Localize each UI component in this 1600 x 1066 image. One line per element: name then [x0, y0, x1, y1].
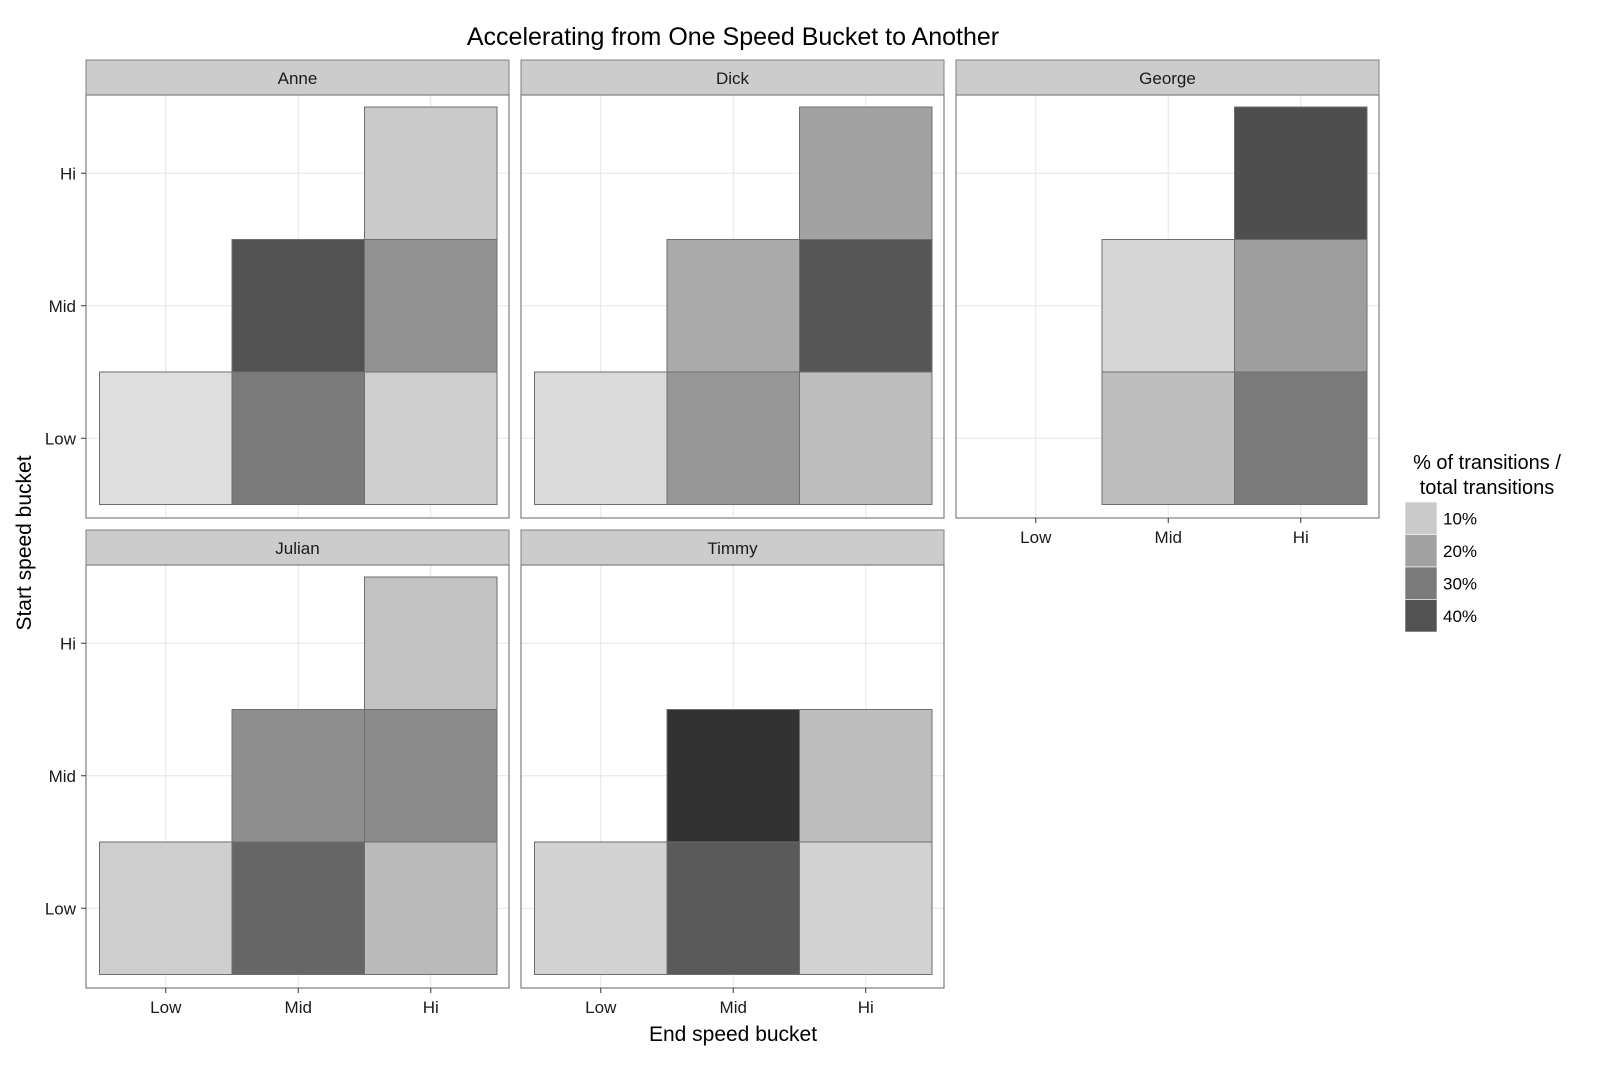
legend-key-30 — [1404, 566, 1438, 600]
legend-key-10 — [1404, 501, 1438, 535]
panel-border — [85, 94, 510, 519]
tile-low-to-mid — [666, 841, 800, 975]
tile-mid-to-mid — [231, 239, 365, 373]
x-axis-ticks: Low Mid Hi Low Mid Hi Low Mid Hi — [150, 518, 1309, 1017]
y-axis-title: Start speed bucket — [13, 455, 36, 630]
facet-strip — [520, 529, 945, 566]
tile-hi-to-hi — [1234, 106, 1368, 240]
x-tick-label-mid: Mid — [285, 998, 312, 1017]
facet-label: Dick — [716, 69, 750, 88]
tile-low-to-mid — [1101, 371, 1235, 505]
facet-label: George — [1139, 69, 1196, 88]
tile-low-to-hi — [1234, 371, 1368, 505]
legend-key-20 — [1404, 534, 1438, 568]
tile-mid-to-mid — [1101, 239, 1235, 373]
y-tick-label-low: Low — [45, 899, 77, 918]
y-tick-label-hi: Hi — [60, 634, 76, 653]
legend-label-20: 20% — [1443, 542, 1477, 561]
facet-anne: Anne Low Mid Hi — [45, 59, 510, 519]
legend-label-30: 30% — [1443, 574, 1477, 593]
tile-low-to-hi — [799, 841, 933, 975]
tile-mid-to-hi — [364, 239, 498, 373]
y-tick-label-low: Low — [45, 429, 77, 448]
facet-dick: Dick — [520, 59, 945, 519]
y-tick-label-mid: Mid — [49, 297, 76, 316]
chart-title: Accelerating from One Speed Bucket to An… — [467, 23, 999, 51]
legend: % of transitions / total transitions 10%… — [1404, 452, 1561, 633]
tile-low-to-hi — [364, 371, 498, 505]
tile-low-to-low — [99, 841, 233, 975]
legend-title-line-2: total transitions — [1420, 477, 1555, 499]
panel-border — [955, 94, 1380, 519]
tile-low-to-low — [534, 841, 668, 975]
x-tick-label-low: Low — [585, 998, 617, 1017]
facet-panels: Anne Low Mid Hi Dick George Julian Low Mid Hi Timm… — [45, 59, 1380, 989]
x-tick-label-low: Low — [150, 998, 182, 1017]
tile-mid-to-mid — [666, 239, 800, 373]
facet-strip — [85, 529, 510, 566]
legend-title-line-1: % of transitions / — [1413, 452, 1561, 474]
tile-low-to-low — [99, 371, 233, 505]
tile-hi-to-hi — [364, 106, 498, 240]
facet-label: Julian — [275, 539, 319, 558]
x-tick-label-hi: Hi — [1293, 528, 1309, 547]
legend-key-40 — [1404, 599, 1438, 633]
tile-hi-to-hi — [364, 576, 498, 710]
tile-low-to-mid — [231, 841, 365, 975]
tile-mid-to-mid — [231, 709, 365, 843]
panel-border — [520, 94, 945, 519]
facet-label: Timmy — [707, 539, 758, 558]
legend-keys: 10% 20% 30% 40% — [1404, 501, 1477, 633]
y-tick-label-hi: Hi — [60, 164, 76, 183]
facet-julian: Julian Low Mid Hi — [45, 529, 510, 989]
x-tick-label-hi: Hi — [423, 998, 439, 1017]
x-tick-label-hi: Hi — [858, 998, 874, 1017]
x-tick-label-mid: Mid — [1155, 528, 1182, 547]
tile-low-to-mid — [666, 371, 800, 505]
legend-label-40: 40% — [1443, 607, 1477, 626]
legend-label-10: 10% — [1443, 509, 1477, 528]
x-axis-title: End speed bucket — [649, 1023, 817, 1046]
tile-mid-to-hi — [364, 709, 498, 843]
facet-label: Anne — [278, 69, 318, 88]
panel-border — [85, 564, 510, 989]
tile-mid-to-hi — [1234, 239, 1368, 373]
facet-strip — [85, 59, 510, 96]
tile-low-to-mid — [231, 371, 365, 505]
tile-hi-to-hi — [799, 106, 933, 240]
facet-george: George — [955, 59, 1380, 519]
panel-border — [520, 564, 945, 989]
tile-mid-to-hi — [799, 709, 933, 843]
tile-low-to-hi — [364, 841, 498, 975]
tile-low-to-low — [534, 371, 668, 505]
x-tick-label-low: Low — [1020, 528, 1052, 547]
y-tick-label-mid: Mid — [49, 767, 76, 786]
facet-timmy: Timmy — [520, 529, 945, 989]
tile-mid-to-mid — [666, 709, 800, 843]
tile-mid-to-hi — [799, 239, 933, 373]
tile-low-to-hi — [799, 371, 933, 505]
x-tick-label-mid: Mid — [720, 998, 747, 1017]
